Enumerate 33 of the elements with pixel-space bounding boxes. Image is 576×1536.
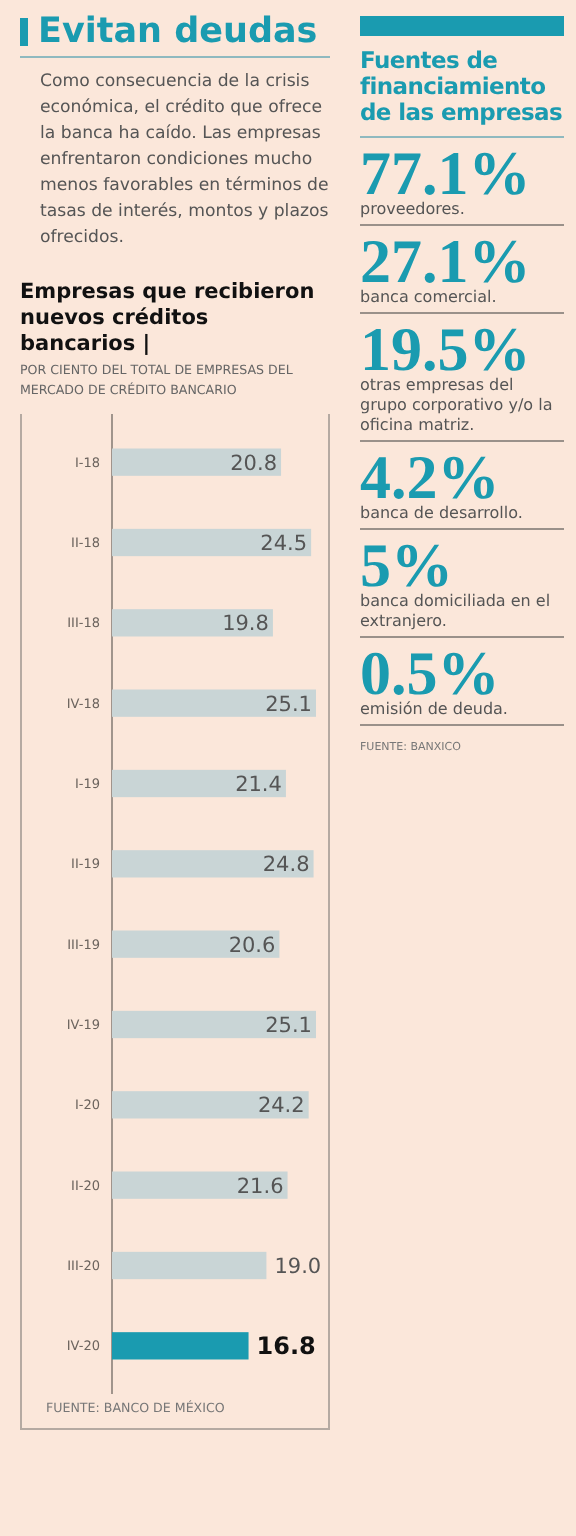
data-label: 20.6 [228, 933, 277, 958]
data-label: 24.8 [262, 853, 310, 878]
data-label: 19.8 [222, 612, 269, 637]
text: Como consecuencia de la crisis económica, el crédito que ofrece la banca ha caído. Las empresas enfrentaron condiciones mucho menos favorables en términos de tasas de interés, montos y plazos ofrecidos. [38, 70, 330, 252]
bar [112, 1091, 309, 1119]
text: Fuentes de financiamiento de las empresas [360, 46, 564, 138]
data-label: 24.5 [260, 531, 308, 556]
bar [112, 448, 282, 476]
bar [112, 850, 314, 878]
bar [112, 1332, 249, 1360]
category-label: banca domiciliada en el extranjero. [360, 592, 553, 632]
category-label: emisión de deuda. [360, 700, 510, 720]
bar [112, 769, 286, 798]
data-label: 21.4 [235, 772, 283, 797]
category-label: otras empresas del grupo corporativo y/o la oficina matriz. [360, 376, 555, 436]
bar [112, 689, 316, 717]
data-label: 20.8 [230, 451, 278, 476]
data-label: 25.1 [265, 1013, 312, 1038]
data-label: 21.6 [236, 1174, 285, 1199]
bar [112, 1251, 267, 1280]
category-label: banca comercial. [360, 288, 499, 308]
bar [112, 609, 273, 637]
bar [112, 528, 312, 557]
data-label: 16.8 [256, 1332, 316, 1361]
bar [112, 1010, 316, 1039]
data-label: 25.1 [265, 692, 312, 717]
data-label: 19.0 [274, 1254, 322, 1279]
data-label: 24.2 [257, 1094, 305, 1119]
category-label: banca de desarrollo. [360, 504, 525, 524]
chart-title: Empresas que recibieron nuevos créditos bancarios | [20, 280, 317, 358]
text: Evitan deudas [38, 12, 318, 52]
bar [112, 1171, 288, 1199]
bar [112, 930, 280, 958]
